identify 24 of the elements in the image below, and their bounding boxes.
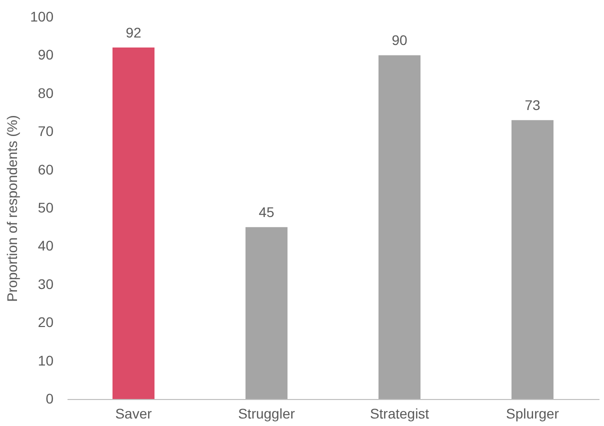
- x-tick-label: Strategist: [370, 406, 430, 422]
- y-tick-label: 70: [38, 123, 54, 140]
- y-tick-label: 100: [30, 8, 54, 24]
- y-tick-label: 80: [38, 84, 54, 101]
- y-tick-label: 0: [46, 390, 54, 406]
- x-tick-label: Struggler: [238, 406, 296, 422]
- y-tick-label: 20: [38, 314, 54, 330]
- data-label: 45: [258, 204, 274, 220]
- bar: [378, 55, 420, 399]
- data-label: 73: [524, 97, 540, 114]
- y-tick-label: 30: [38, 276, 54, 292]
- y-axis-title: Proportion of respondents (%): [4, 115, 20, 302]
- y-tick-label: 40: [38, 238, 54, 254]
- bar: [112, 48, 154, 399]
- x-tick-label: Saver: [115, 406, 152, 422]
- y-tick-label: 60: [38, 161, 54, 178]
- data-label: 90: [392, 32, 408, 48]
- bar: [512, 120, 554, 399]
- y-tick-label: 50: [38, 200, 54, 216]
- y-tick-label: 10: [38, 352, 54, 368]
- y-tick-label: 90: [38, 46, 54, 63]
- bar: [246, 227, 288, 399]
- data-label: 92: [126, 24, 142, 41]
- x-tick-label: Splurger: [506, 406, 560, 422]
